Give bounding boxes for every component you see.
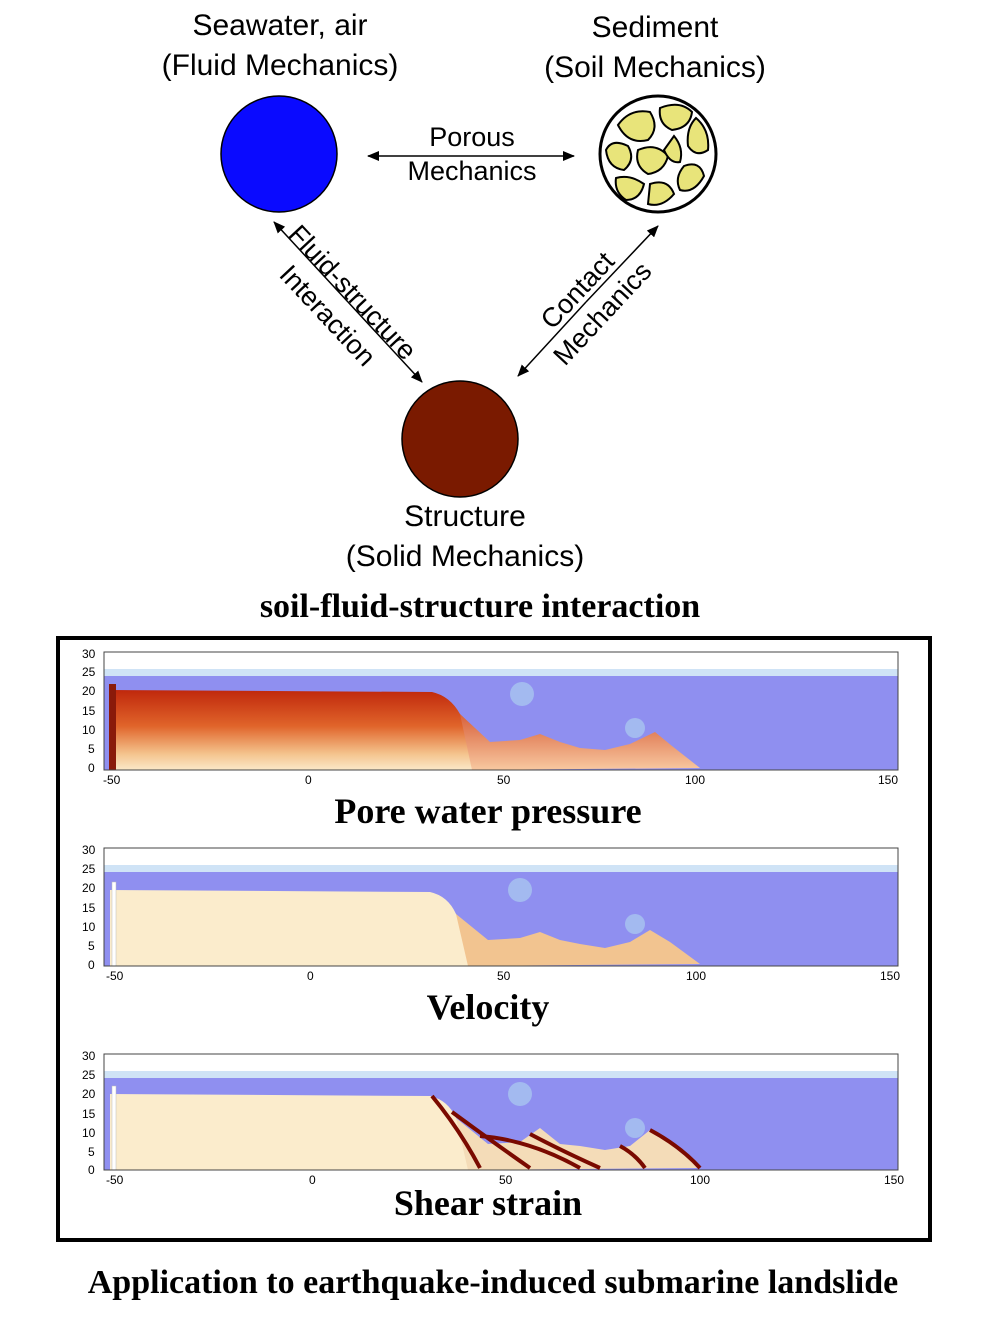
fsi-arrow-up (273, 221, 349, 303)
shear-strain-plot (103, 1053, 899, 1171)
v-ytick-20: 20 (82, 881, 96, 895)
pp-ytick-25: 25 (82, 665, 96, 679)
s-ytick-0: 0 (88, 1163, 95, 1177)
sediment-node-label: Sediment (Soil Mechanics) (510, 8, 800, 88)
velocity-title: Velocity (426, 987, 550, 1027)
diagram-graphics (220, 94, 718, 498)
pp-xtick-0: 0 (305, 773, 312, 787)
shear-bands (430, 1094, 702, 1170)
v-xtick-150: 150 (880, 969, 901, 983)
pp-xtick-150: 150 (878, 773, 899, 787)
diagram-caption: soil-fluid-structure interaction (259, 588, 701, 625)
porous-label: Porous Mechanics (372, 120, 572, 188)
shear-strain-wall (111, 1085, 117, 1171)
pp-ytick-30: 30 (82, 647, 96, 661)
fluid-node-subtitle: (Fluid Mechanics) (161, 49, 399, 82)
s-ytick-20: 20 (82, 1087, 96, 1101)
velocity-vortex-2 (625, 914, 645, 934)
shear-strain-surface-band (104, 1071, 898, 1079)
pp-xtick-100: 100 (685, 773, 706, 787)
s-ytick-25: 25 (82, 1068, 96, 1082)
simulation-results-box (56, 636, 932, 1242)
v-ytick-10: 10 (82, 920, 96, 934)
v-xtick-0: 0 (307, 969, 314, 983)
shear-strain-vortex-2 (625, 1118, 645, 1138)
s-xtick-m50: -50 (106, 1173, 124, 1187)
pp-ytick-20: 20 (82, 684, 96, 698)
pore-pressure-debris (460, 714, 700, 770)
v-ytick-5: 5 (88, 939, 95, 953)
velocity-debris (456, 914, 700, 966)
pore-pressure-wall (109, 684, 116, 770)
v-ytick-15: 15 (82, 901, 96, 915)
contact-arrow-up (585, 225, 659, 303)
structure-node-subtitle: (Solid Mechanics) (345, 540, 585, 573)
s-ytick-5: 5 (88, 1145, 95, 1159)
structure-node-title: Structure (404, 500, 526, 533)
pp-ytick-5: 5 (88, 742, 95, 756)
velocity-plot (103, 847, 899, 967)
shear-strain-vortex-1 (508, 1082, 532, 1106)
velocity-vortex-1 (508, 878, 532, 902)
sediment-node-title: Sediment (591, 11, 719, 44)
pp-xtick-m50: -50 (103, 773, 121, 787)
shear-strain-frame (103, 1053, 899, 1171)
v-xtick-m50: -50 (106, 969, 124, 983)
sediment-circle (598, 94, 718, 214)
velocity-surface-band (104, 865, 898, 873)
pore-pressure-surface-band (104, 669, 898, 677)
s-ytick-15: 15 (82, 1107, 96, 1121)
structure-circle (401, 380, 519, 498)
porous-label-line1: Porous (429, 122, 515, 152)
v-ytick-30: 30 (82, 843, 96, 857)
pore-pressure-soil-block (110, 690, 472, 770)
fluid-node-title: Seawater, air (192, 9, 368, 42)
v-ytick-0: 0 (88, 958, 95, 972)
fluid-node-label: Seawater, air (Fluid Mechanics) (130, 6, 430, 86)
pp-ytick-15: 15 (82, 704, 96, 718)
shear-strain-title: Shear strain (393, 1183, 583, 1223)
pore-pressure-plot (103, 651, 899, 771)
v-xtick-100: 100 (686, 969, 707, 983)
pore-pressure-vortex-2 (625, 718, 645, 738)
v-xtick-50: 50 (497, 969, 511, 983)
fluid-circle (220, 95, 338, 213)
velocity-soil-block (110, 890, 468, 966)
pore-pressure-title: Pore water pressure (334, 791, 642, 831)
s-ytick-10: 10 (82, 1126, 96, 1140)
pore-pressure-air (104, 652, 898, 672)
contact-arrow-down (517, 301, 587, 377)
pore-pressure-vortex-1 (510, 682, 534, 706)
s-xtick-0: 0 (309, 1173, 316, 1187)
s-xtick-50: 50 (499, 1173, 513, 1187)
pore-pressure-frame (103, 651, 899, 771)
v-ytick-25: 25 (82, 862, 96, 876)
shear-strain-air (104, 1054, 898, 1074)
s-ytick-30: 30 (82, 1049, 96, 1063)
velocity-wall (111, 881, 117, 967)
shear-strain-soil-block (110, 1094, 468, 1170)
pp-ytick-10: 10 (82, 723, 96, 737)
sediment-node-subtitle: (Soil Mechanics) (544, 51, 766, 84)
footer-title: Application to earthquake-induced submar… (87, 1264, 899, 1301)
pp-xtick-50: 50 (497, 773, 511, 787)
s-xtick-150: 150 (884, 1173, 905, 1187)
structure-node-label: Structure (Solid Mechanics) (310, 497, 620, 577)
s-xtick-100: 100 (690, 1173, 711, 1187)
pp-ytick-0: 0 (88, 761, 95, 775)
fsi-arrow-down (347, 301, 423, 383)
velocity-frame (103, 847, 899, 967)
porous-label-line2: Mechanics (407, 156, 537, 186)
velocity-air (104, 848, 898, 868)
